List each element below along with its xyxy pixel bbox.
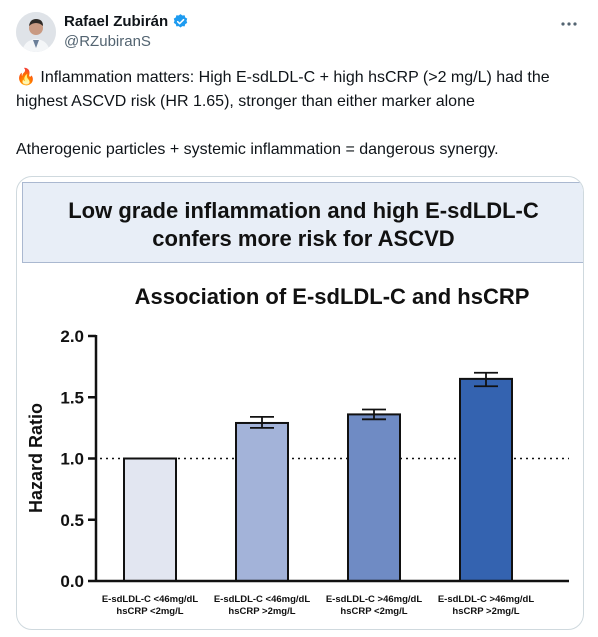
image-banner: Low grade inflammation and high E-sdLDL-… bbox=[22, 182, 583, 263]
x-tick-label-1-2: hsCRP <2mg/L bbox=[116, 606, 183, 617]
avatar[interactable] bbox=[16, 12, 56, 52]
display-name[interactable]: Rafael Zubirán bbox=[64, 13, 169, 30]
more-options-icon[interactable] bbox=[558, 14, 580, 34]
user-handle[interactable]: @RZubiranS bbox=[64, 33, 151, 50]
author-block: Rafael Zubirán @RZubiranS bbox=[64, 13, 189, 50]
banner-line-1: Low grade inflammation and high E-sdLDL-… bbox=[68, 198, 539, 223]
x-tick-label-2-1: E-sdLDL-C <46mg/dL bbox=[214, 594, 311, 605]
x-tick-label-4-2: hsCRP >2mg/L bbox=[452, 606, 519, 617]
bar-4 bbox=[459, 377, 513, 582]
x-tick-label-4-1: E-sdLDL-C >46mg/dL bbox=[438, 594, 535, 605]
y-axis-label: Hazard Ratio bbox=[26, 403, 46, 513]
verified-badge-icon bbox=[172, 13, 189, 30]
media-image[interactable]: Low grade inflammation and high E-sdLDL-… bbox=[16, 176, 584, 630]
bar-2 bbox=[235, 421, 289, 582]
x-tick-label-2-2: hsCRP >2mg/L bbox=[228, 606, 295, 617]
y-tick-label-2: 0.5 bbox=[60, 511, 84, 530]
tweet-paragraph-2: Atherogenic particles + systemic inflamm… bbox=[16, 141, 499, 158]
bar-1 bbox=[123, 457, 177, 582]
hazard-ratio-chart: Association of E-sdLDL-C and hsCRP Hazard… bbox=[26, 284, 569, 617]
x-tick-label-1-1: E-sdLDL-C <46mg/dL bbox=[102, 594, 199, 605]
tweet-text: 🔥 Inflammation matters: High E-sdLDL-C +… bbox=[16, 66, 578, 162]
tweet-header: Rafael Zubirán @RZubiranS bbox=[16, 12, 582, 56]
chart-title: Association of E-sdLDL-C and hsCRP bbox=[135, 284, 530, 309]
bar-3 bbox=[347, 413, 401, 582]
x-tick-label-3-1: E-sdLDL-C >46mg/dL bbox=[326, 594, 423, 605]
x-tick-label-3-2: hsCRP <2mg/L bbox=[340, 606, 407, 617]
tweet-paragraph-1: Inflammation matters: High E-sdLDL-C + h… bbox=[16, 69, 550, 110]
y-tick-label-5: 2.0 bbox=[60, 327, 84, 346]
y-tick-label-4: 1.5 bbox=[60, 388, 84, 407]
y-tick-label-1: 0.0 bbox=[60, 572, 84, 591]
fire-emoji-icon: 🔥 bbox=[16, 69, 36, 86]
banner-line-2: confers more risk for ASCVD bbox=[152, 226, 455, 251]
y-tick-label-3: 1.0 bbox=[60, 450, 84, 469]
